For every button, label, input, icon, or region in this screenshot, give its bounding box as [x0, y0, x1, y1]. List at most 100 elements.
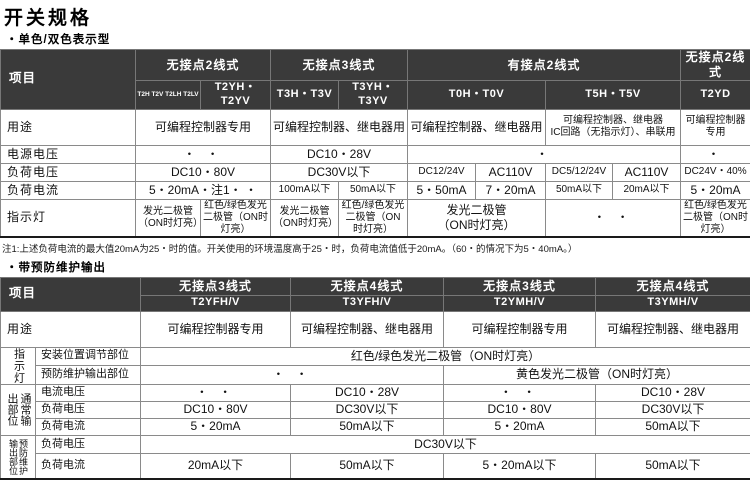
- value-cell: 黄色发光二极管（ON时灯亮）: [444, 366, 750, 385]
- row-label: 负荷电流: [36, 418, 141, 435]
- model-header: T5H・T5V: [546, 81, 681, 110]
- value-cell: 5・20mA: [444, 418, 596, 435]
- value-cell: 可编程控制器专用: [141, 311, 291, 347]
- table-row: 用途可编程控制器专用可编程控制器、继电器用可编程控制器专用可编程控制器、继电器用: [1, 311, 750, 347]
- value-cell: 20mA以下: [141, 454, 291, 479]
- row-group-label-text: 通常输出部位: [5, 389, 31, 431]
- value-cell: 可编程控制器专用: [681, 109, 750, 145]
- row-label: 安装位置调节部位: [36, 347, 141, 366]
- table-row: 指示灯安装位置调节部位红色/绿色发光二极管（ON时灯亮）: [1, 347, 750, 366]
- value-cell: DC24V・40%: [681, 163, 750, 181]
- value-cell: 发光二极管 （ON时灯亮）: [136, 199, 201, 237]
- value-cell: ・ ・: [136, 145, 271, 163]
- row-group-label: 指示灯: [1, 347, 36, 384]
- value-cell: 100mA以下: [271, 181, 339, 199]
- value-cell: DC30V以下: [141, 435, 750, 454]
- item-header: 项目: [1, 277, 141, 311]
- row-label: 电源电压: [1, 145, 136, 163]
- model-header: T3YFH/V: [291, 295, 444, 311]
- value-cell: 红色/绿色发光 二极管（ON时灯亮）: [681, 199, 750, 237]
- table-row: 通常输出部位电流电压・ ・DC10・28V・ ・DC10・28V: [1, 384, 750, 401]
- value-cell: DC30V以下: [271, 163, 408, 181]
- value-cell: 5・50mA: [408, 181, 476, 199]
- value-cell: 可编程控制器、继电器用: [291, 311, 444, 347]
- row-label: 负荷电压: [36, 435, 141, 454]
- model-header: T2YH・T2YV: [201, 81, 271, 110]
- value-cell: 发光二极管 （ON时灯亮）: [408, 199, 546, 237]
- row-label: 负荷电流: [36, 454, 141, 479]
- row-label: 负荷电流: [1, 181, 136, 199]
- value-cell: 50mA以下: [291, 418, 444, 435]
- model-header: T3H・T3V: [271, 81, 339, 110]
- value-cell: 5・20mA以下: [444, 454, 596, 479]
- model-header: T2YMH/V: [444, 295, 596, 311]
- row-label: 用途: [1, 109, 136, 145]
- table-row: 预防维护输出部位・ ・黄色发光二极管（ON时灯亮）: [1, 366, 750, 385]
- value-cell: ・: [408, 145, 681, 163]
- value-cell: DC10・28V: [291, 384, 444, 401]
- column-group-header: 无接点3线式: [444, 277, 596, 295]
- column-group-header: 无接点2线式: [136, 50, 271, 81]
- column-group-header: 无接点4线式: [596, 277, 750, 295]
- value-cell: 红色/绿色发光二极管（ON时灯亮）: [141, 347, 750, 366]
- value-cell: 发光二极管 （ON时灯亮）: [271, 199, 339, 237]
- value-cell: ・ ・: [141, 366, 444, 385]
- row-label: 用途: [1, 311, 141, 347]
- column-group-header: 无接点3线式: [271, 50, 408, 81]
- value-cell: 7・20mA: [476, 181, 546, 199]
- value-cell: DC10・80V: [444, 401, 596, 418]
- model-header: T2YD: [681, 81, 750, 110]
- value-cell: 可编程控制器、继电器 IC回路（无指示灯）、串联用: [546, 109, 681, 145]
- value-cell: 50mA以下: [596, 454, 750, 479]
- row-label: 负荷电压: [36, 401, 141, 418]
- value-cell: 可编程控制器、继电器用: [271, 109, 408, 145]
- value-cell: DC12/24V: [408, 163, 476, 181]
- value-cell: 5・20mA: [141, 418, 291, 435]
- row-label: 预防维护输出部位: [36, 366, 141, 385]
- value-cell: 50mA以下: [596, 418, 750, 435]
- value-cell: DC30V以下: [596, 401, 750, 418]
- column-group-header: 无接点4线式: [291, 277, 444, 295]
- section-label-single-dual-color: ・单色/双色表示型: [6, 31, 750, 47]
- model-header: T3YH・T3YV: [339, 81, 408, 110]
- value-cell: 可编程控制器、继电器用: [596, 311, 750, 347]
- section-label-maintenance-output: ・带预防维护输出: [6, 259, 750, 275]
- value-cell: 可编程控制器、继电器用: [408, 109, 546, 145]
- value-cell: ・: [681, 145, 750, 163]
- footnote-note1: 注1:上述负荷电流的最大值20mA为25・时的值。开关使用的环境温度高于25・时…: [2, 241, 750, 255]
- row-group-label-text: 预防维护输出部位: [8, 436, 28, 478]
- value-cell: DC30V以下: [291, 401, 444, 418]
- value-cell: AC110V: [476, 163, 546, 181]
- value-cell: DC10・28V: [596, 384, 750, 401]
- value-cell: AC110V: [613, 163, 681, 181]
- table-row: 用途可编程控制器专用可编程控制器、继电器用可编程控制器、继电器用可编程控制器、继…: [1, 109, 750, 145]
- table-row: 电源电压・ ・DC10・28V・・: [1, 145, 750, 163]
- value-cell: 可编程控制器专用: [136, 109, 271, 145]
- column-group-header: 无接点3线式: [141, 277, 291, 295]
- datasheet-page: 开关规格 ・单色/双色表示型 项目无接点2线式无接点3线式有接点2线式无接点2线…: [0, 3, 750, 480]
- value-cell: 红色/绿色发光 二极管（ON时灯亮）: [201, 199, 271, 237]
- value-cell: ・ ・: [546, 199, 681, 237]
- value-cell: 20mA以下: [613, 181, 681, 199]
- value-cell: DC10・80V: [136, 163, 271, 181]
- value-cell: 可编程控制器专用: [444, 311, 596, 347]
- column-group-header: 有接点2线式: [408, 50, 681, 81]
- row-label: 电流电压: [36, 384, 141, 401]
- row-group-label: 通常输出部位: [1, 384, 36, 435]
- model-header: T3YMH/V: [596, 295, 750, 311]
- value-cell: DC10・80V: [141, 401, 291, 418]
- row-label: 指示灯: [1, 199, 136, 237]
- value-cell: ・ ・: [444, 384, 596, 401]
- row-group-label: 预防维护输出部位: [1, 435, 36, 479]
- value-cell: 5・20mA・注1・ ・: [136, 181, 271, 199]
- model-header: T2YFH/V: [141, 295, 291, 311]
- row-group-label-text: 指示灯: [12, 348, 25, 384]
- table-row: 指示灯发光二极管 （ON时灯亮）红色/绿色发光 二极管（ON时灯亮）发光二极管 …: [1, 199, 750, 237]
- value-cell: 5・20mA: [681, 181, 750, 199]
- value-cell: 50mA以下: [291, 454, 444, 479]
